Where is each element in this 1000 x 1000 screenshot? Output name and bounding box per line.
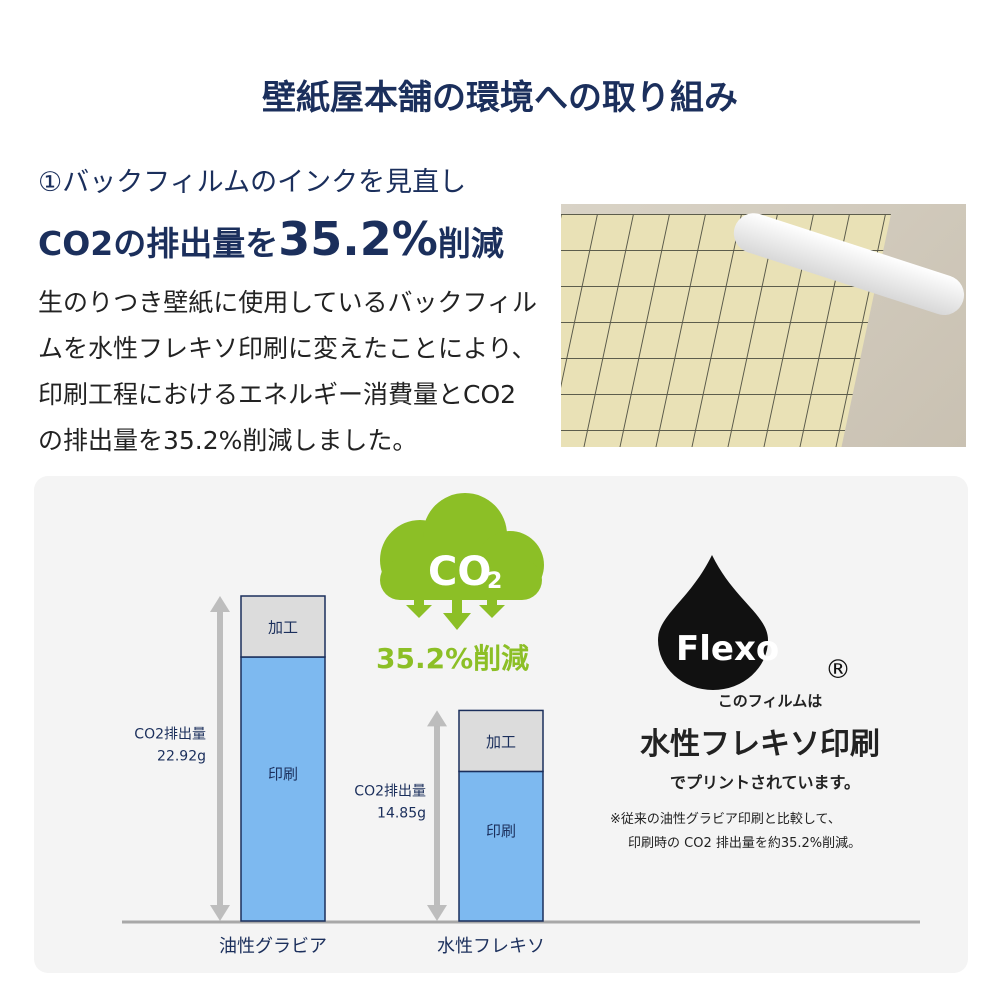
segment-label-print: 印刷 [268, 765, 298, 783]
section-subtitle: ①バックフィルムのインクを見直し [38, 167, 467, 198]
flexo-line3: でプリントされています。 [670, 773, 860, 792]
reduction-label: 35.2%削減 [376, 642, 529, 675]
cloud-text: CO [428, 549, 491, 595]
segment-label-print: 印刷 [486, 822, 516, 840]
arrow-head-up [210, 596, 230, 612]
arrow-head-down [210, 905, 230, 921]
bar-segment-print [458, 770, 544, 922]
flexo-logo: Flexo ® [658, 555, 851, 690]
flexo-line1: このフィルムは [717, 692, 823, 710]
category-label: 水性フレキソ [437, 936, 545, 957]
flexo-note1: ※従来の油性グラビア印刷と比較して、 [610, 812, 841, 827]
product-photo [561, 204, 966, 447]
bar-segment-processing [240, 595, 326, 658]
flexo-logo-text: Flexo [676, 629, 779, 669]
bar-segment-print [240, 656, 326, 922]
flexo-note2: 印刷時の CO2 排出量を約35.2%削減。 [628, 836, 862, 851]
total-label: CO2排出量 [134, 727, 206, 743]
flexo-description: このフィルムは 水性フレキソ印刷 でプリントされています。 ※従来の油性グラビア… [600, 690, 920, 851]
arrow-head-up [427, 710, 447, 727]
headline: CO2の排出量を35.2%削減 [38, 212, 504, 266]
page-title: 壁紙屋本舗の環境への取り組み [262, 78, 738, 118]
headline-post: 削減 [437, 224, 504, 263]
bar-segment-processing [458, 709, 544, 773]
total-value: 14.85g [377, 806, 426, 822]
flexo-line2: 水性フレキソ印刷 [640, 727, 880, 762]
headline-pre: CO2の排出量を [38, 224, 279, 263]
total-value: 22.92g [157, 749, 206, 765]
registered-mark: ® [825, 655, 851, 685]
cloud-subscript: 2 [487, 569, 502, 594]
headline-number: 35.2% [278, 212, 438, 266]
category-label: 油性グラビア [219, 936, 327, 957]
arrow-head-down [427, 905, 447, 921]
segment-label-processing: 加工 [268, 619, 298, 637]
co2-cloud-icon: CO 2 [380, 493, 544, 630]
segment-label-processing: 加工 [486, 733, 516, 751]
body-text: 生のりつき壁紙に使用しているバックフィルムを水性フレキソ印刷に変えたことにより、… [38, 288, 538, 455]
total-label: CO2排出量 [354, 784, 426, 800]
